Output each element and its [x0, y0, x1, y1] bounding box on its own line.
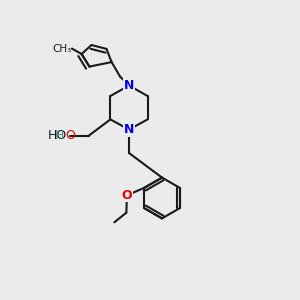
- Text: OH: OH: [47, 129, 67, 142]
- Text: O: O: [65, 129, 75, 142]
- Text: O: O: [122, 189, 132, 202]
- Text: N: N: [124, 79, 134, 92]
- Text: CH₃: CH₃: [53, 44, 72, 54]
- Text: HO: HO: [47, 129, 67, 142]
- Text: H: H: [55, 129, 64, 142]
- Text: N: N: [124, 123, 134, 136]
